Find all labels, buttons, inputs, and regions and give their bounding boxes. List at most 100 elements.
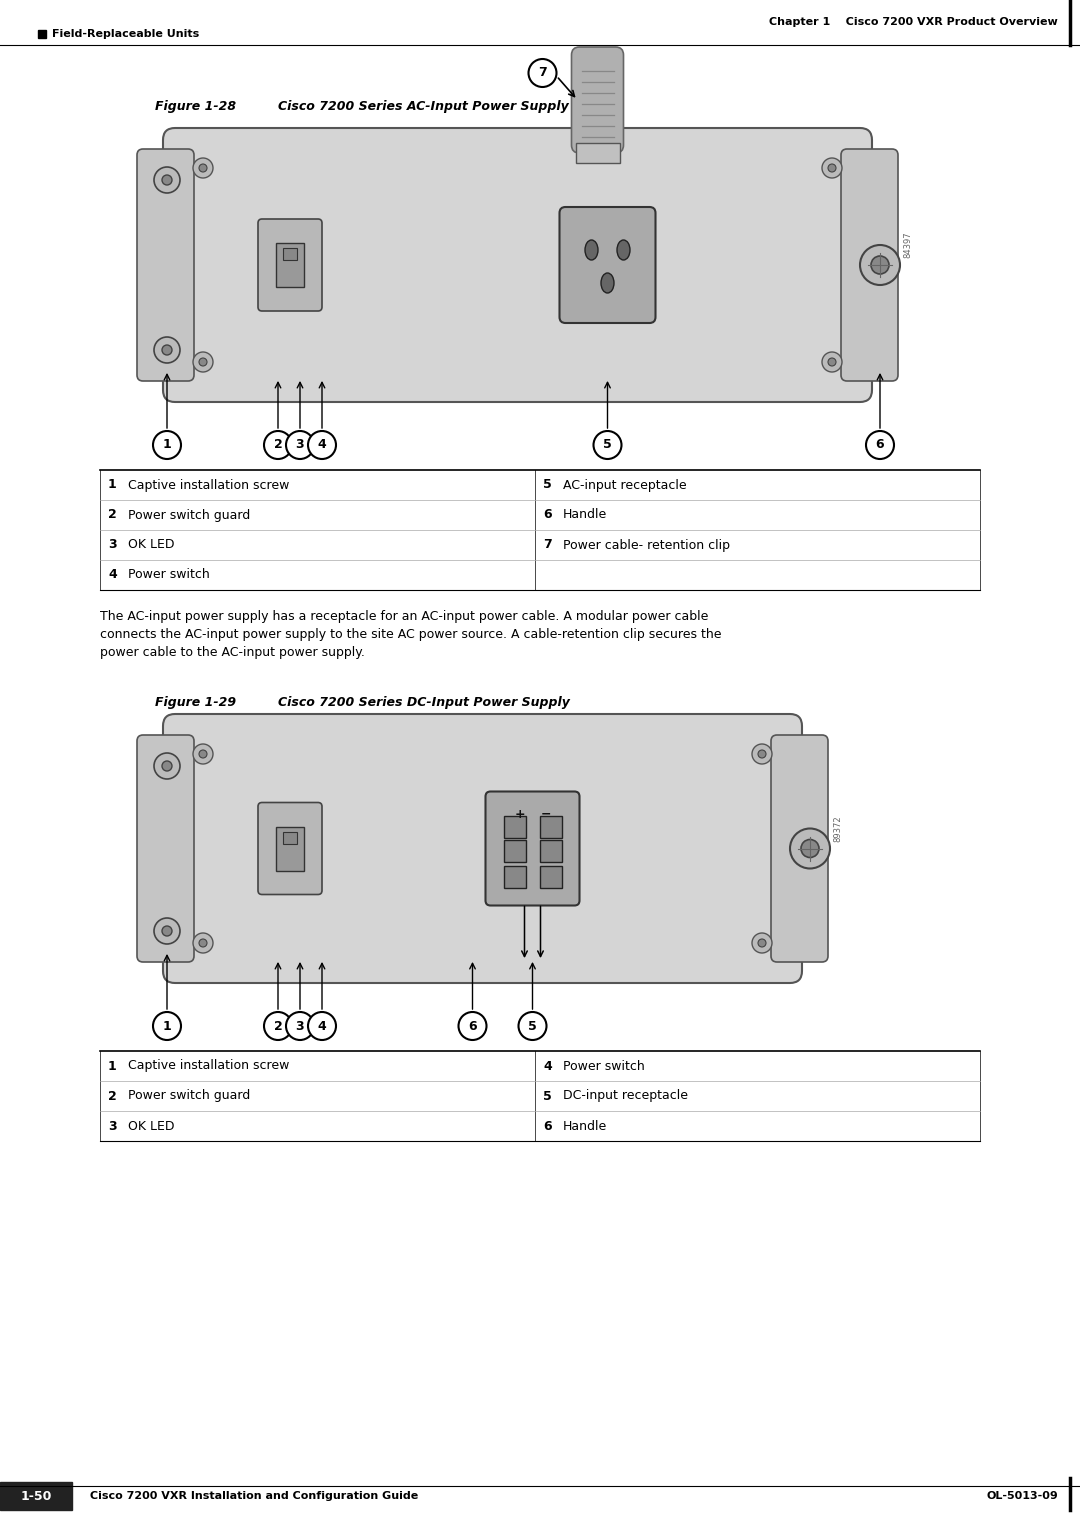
Circle shape xyxy=(528,60,556,87)
Circle shape xyxy=(801,839,819,857)
Text: The AC-input power supply has a receptacle for an AC-input power cable. A modula: The AC-input power supply has a receptac… xyxy=(100,610,708,623)
Circle shape xyxy=(752,934,772,953)
Bar xyxy=(503,816,526,837)
Text: 2: 2 xyxy=(273,1019,282,1033)
FancyBboxPatch shape xyxy=(771,735,828,963)
Text: 6: 6 xyxy=(543,509,552,521)
Text: AC-input receptacle: AC-input receptacle xyxy=(563,478,687,492)
Text: Handle: Handle xyxy=(563,509,607,521)
Circle shape xyxy=(860,244,900,286)
Text: Cisco 7200 Series AC-Input Power Supply: Cisco 7200 Series AC-Input Power Supply xyxy=(278,99,569,113)
Text: 6: 6 xyxy=(469,1019,476,1033)
Text: 7: 7 xyxy=(538,67,546,79)
Bar xyxy=(540,865,562,888)
Circle shape xyxy=(758,940,766,947)
FancyBboxPatch shape xyxy=(486,792,580,906)
Circle shape xyxy=(866,431,894,458)
Text: Handle: Handle xyxy=(563,1120,607,1132)
Circle shape xyxy=(154,338,180,364)
Ellipse shape xyxy=(600,274,615,293)
Text: 2: 2 xyxy=(108,1089,117,1103)
Text: Power switch: Power switch xyxy=(563,1059,645,1073)
Text: 2: 2 xyxy=(108,509,117,521)
Circle shape xyxy=(193,744,213,764)
Circle shape xyxy=(154,753,180,779)
Text: power cable to the AC-input power supply.: power cable to the AC-input power supply… xyxy=(100,646,365,659)
Bar xyxy=(283,248,297,260)
Circle shape xyxy=(828,358,836,367)
Text: Captive installation screw: Captive installation screw xyxy=(129,478,289,492)
Text: 4: 4 xyxy=(318,1019,326,1033)
Circle shape xyxy=(822,157,842,177)
Circle shape xyxy=(822,351,842,371)
Text: Figure 1-28: Figure 1-28 xyxy=(156,99,237,113)
Text: 7: 7 xyxy=(543,538,552,552)
Bar xyxy=(276,243,303,287)
FancyBboxPatch shape xyxy=(841,150,897,380)
FancyBboxPatch shape xyxy=(559,206,656,322)
Text: Power switch guard: Power switch guard xyxy=(129,509,251,521)
Text: 3: 3 xyxy=(108,538,117,552)
Text: Power cable- retention clip: Power cable- retention clip xyxy=(563,538,730,552)
FancyBboxPatch shape xyxy=(571,47,623,153)
Circle shape xyxy=(308,431,336,458)
Text: OL-5013-09: OL-5013-09 xyxy=(986,1491,1058,1500)
Bar xyxy=(503,865,526,888)
Text: 5: 5 xyxy=(603,439,612,451)
Text: 1-50: 1-50 xyxy=(21,1490,52,1502)
Text: 3: 3 xyxy=(296,439,305,451)
Circle shape xyxy=(162,926,172,937)
Text: 5: 5 xyxy=(543,1089,552,1103)
FancyBboxPatch shape xyxy=(163,128,872,402)
Circle shape xyxy=(286,431,314,458)
FancyBboxPatch shape xyxy=(258,802,322,894)
FancyBboxPatch shape xyxy=(258,219,322,312)
Bar xyxy=(576,144,620,163)
Bar xyxy=(540,839,562,862)
Circle shape xyxy=(153,1012,181,1041)
Text: 3: 3 xyxy=(108,1120,117,1132)
Circle shape xyxy=(459,1012,486,1041)
Bar xyxy=(503,839,526,862)
Text: OK LED: OK LED xyxy=(129,1120,175,1132)
Circle shape xyxy=(154,167,180,193)
Bar xyxy=(276,827,303,871)
Text: Figure 1-29: Figure 1-29 xyxy=(156,695,237,709)
Text: Power switch guard: Power switch guard xyxy=(129,1089,251,1103)
Text: Captive installation screw: Captive installation screw xyxy=(129,1059,289,1073)
Circle shape xyxy=(199,163,207,173)
Text: Power switch: Power switch xyxy=(129,568,210,582)
Circle shape xyxy=(199,940,207,947)
Text: 6: 6 xyxy=(543,1120,552,1132)
Text: OK LED: OK LED xyxy=(129,538,175,552)
FancyBboxPatch shape xyxy=(137,735,194,963)
Text: +: + xyxy=(514,808,525,821)
Circle shape xyxy=(154,918,180,944)
Text: 4: 4 xyxy=(108,568,117,582)
Text: 1: 1 xyxy=(108,1059,117,1073)
Text: connects the AC-input power supply to the site AC power source. A cable-retentio: connects the AC-input power supply to th… xyxy=(100,628,721,642)
Circle shape xyxy=(752,744,772,764)
Text: 1: 1 xyxy=(163,1019,172,1033)
Circle shape xyxy=(758,750,766,758)
Text: −: − xyxy=(540,808,551,821)
Ellipse shape xyxy=(617,240,630,260)
Circle shape xyxy=(199,750,207,758)
Text: 84397: 84397 xyxy=(904,232,913,258)
FancyBboxPatch shape xyxy=(137,150,194,380)
Text: Chapter 1    Cisco 7200 VXR Product Overview: Chapter 1 Cisco 7200 VXR Product Overvie… xyxy=(769,17,1058,28)
Bar xyxy=(38,31,46,38)
Text: 6: 6 xyxy=(876,439,885,451)
Circle shape xyxy=(789,828,831,868)
Bar xyxy=(283,831,297,843)
Circle shape xyxy=(193,351,213,371)
Ellipse shape xyxy=(585,240,598,260)
Text: DC-input receptacle: DC-input receptacle xyxy=(563,1089,688,1103)
Circle shape xyxy=(870,257,889,274)
Text: 1: 1 xyxy=(108,478,117,492)
Bar xyxy=(0,1482,72,1510)
Circle shape xyxy=(162,176,172,185)
Circle shape xyxy=(308,1012,336,1041)
Circle shape xyxy=(264,1012,292,1041)
Circle shape xyxy=(162,345,172,354)
